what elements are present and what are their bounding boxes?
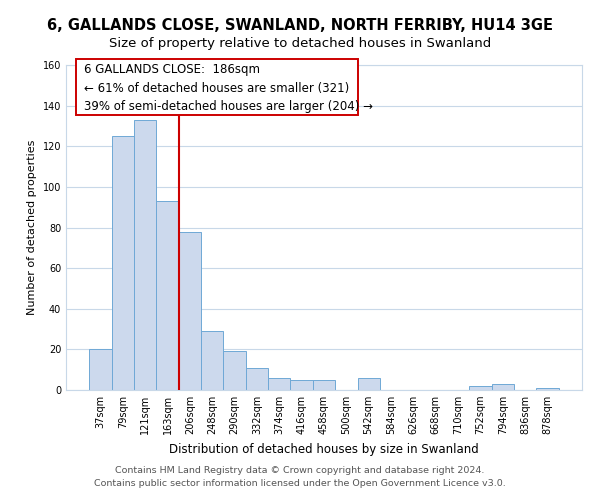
Bar [134,120,157,390]
Bar [201,331,223,390]
Text: Contains HM Land Registry data © Crown copyright and database right 2024.
Contai: Contains HM Land Registry data © Crown c… [94,466,506,487]
Bar [179,232,201,390]
Bar [223,352,246,390]
Bar [89,350,112,390]
Bar [358,378,380,390]
Y-axis label: Number of detached properties: Number of detached properties [27,140,37,315]
Text: 6, GALLANDS CLOSE, SWANLAND, NORTH FERRIBY, HU14 3GE: 6, GALLANDS CLOSE, SWANLAND, NORTH FERRI… [47,18,553,32]
Bar [112,136,134,390]
Bar [157,201,179,390]
X-axis label: Distribution of detached houses by size in Swanland: Distribution of detached houses by size … [169,442,479,456]
Text: 6 GALLANDS CLOSE:  186sqm
← 61% of detached houses are smaller (321)
39% of semi: 6 GALLANDS CLOSE: 186sqm ← 61% of detach… [84,64,373,114]
Bar [536,388,559,390]
Bar [491,384,514,390]
Bar [313,380,335,390]
Bar [469,386,491,390]
Text: Size of property relative to detached houses in Swanland: Size of property relative to detached ho… [109,38,491,51]
FancyBboxPatch shape [76,58,358,116]
Bar [290,380,313,390]
Bar [268,378,290,390]
Bar [246,368,268,390]
